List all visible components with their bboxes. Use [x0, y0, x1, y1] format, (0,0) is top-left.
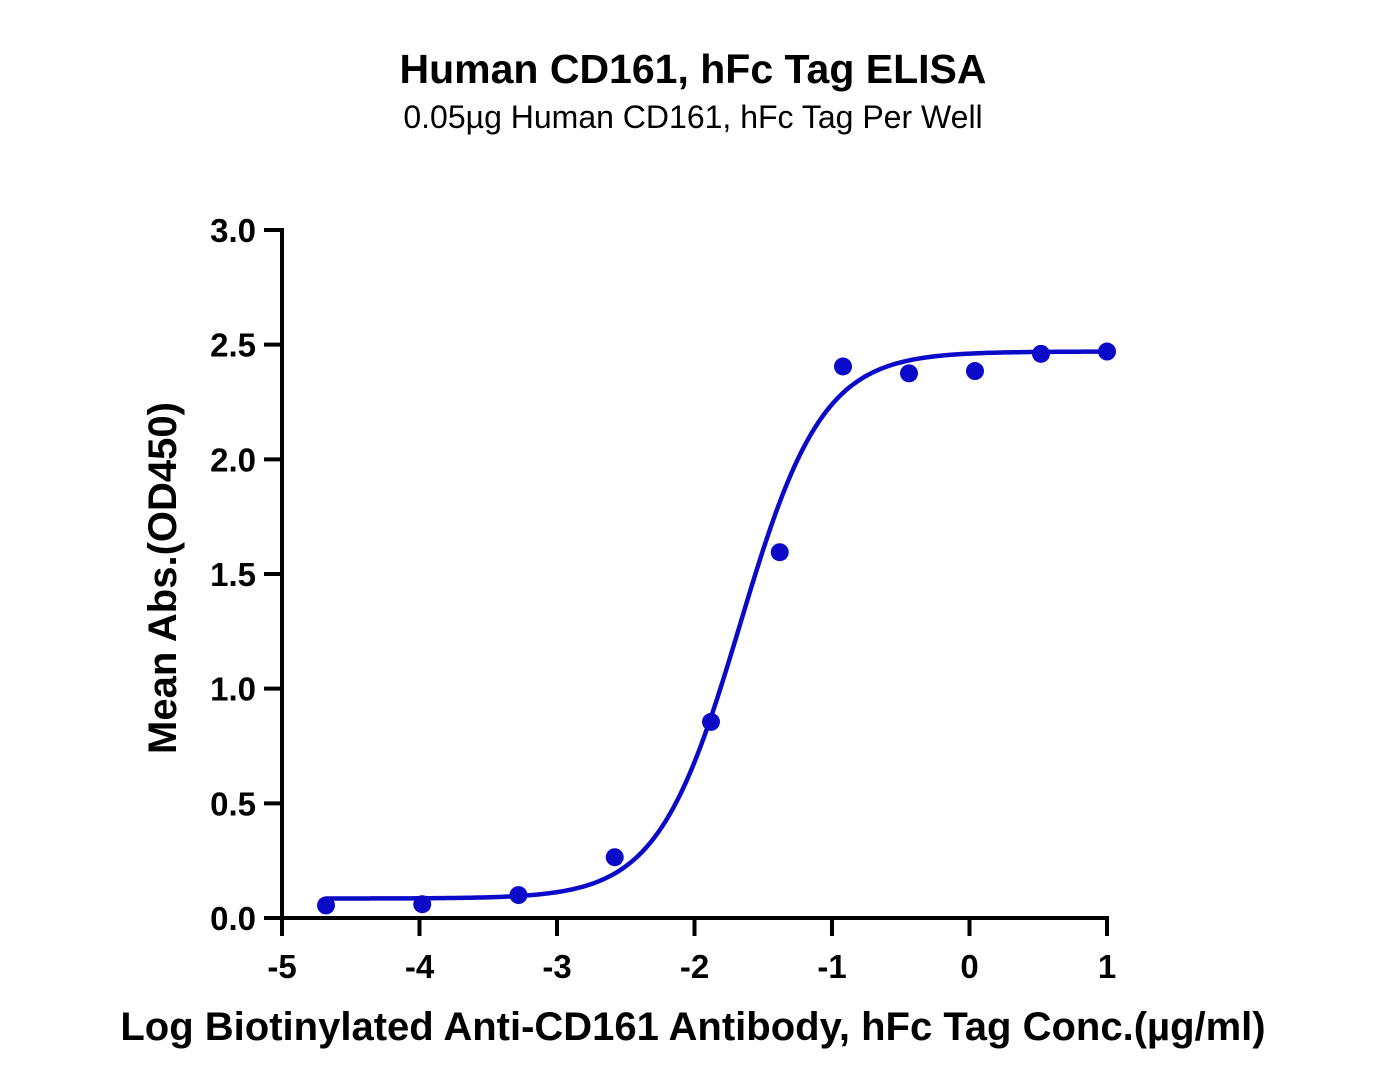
chart-subtitle: 0.05µg Human CD161, hFc Tag Per Well: [403, 99, 982, 135]
y-axis-label: Mean Abs.(OD450): [141, 402, 185, 754]
x-tick-label: -5: [267, 948, 296, 985]
data-point: [1098, 342, 1116, 361]
y-tick-label: 2.5: [210, 327, 256, 364]
data-point: [605, 848, 624, 867]
x-tick-label: -2: [680, 948, 709, 985]
y-tick-label: 0.5: [210, 785, 256, 822]
x-tick-label: -4: [405, 948, 435, 985]
y-tick-label: 0.0: [210, 900, 256, 937]
y-tick-label: 3.0: [210, 212, 256, 249]
data-point: [1032, 344, 1050, 363]
y-tick-label: 1.0: [210, 671, 256, 708]
chart-title: Human CD161, hFc Tag ELISA: [399, 46, 986, 92]
data-point: [834, 357, 852, 376]
x-tick-label: -1: [817, 948, 846, 985]
x-axis-label: Log Biotinylated Anti-CD161 Antibody, hF…: [120, 1005, 1265, 1049]
data-point: [413, 895, 432, 914]
data-point: [317, 896, 335, 915]
plot-area: 0.0 0.5 1.0 1.5 2.0 2.5 3.0 -5 -4 -3 -2 -1 0 1: [210, 212, 1116, 985]
data-point: [770, 543, 789, 562]
data-point: [966, 362, 984, 381]
data-point: [509, 886, 528, 905]
data-point: [702, 712, 720, 731]
x-tick-label: 0: [960, 948, 978, 985]
y-tick-label: 1.5: [210, 556, 256, 593]
x-tick-label: -3: [542, 948, 571, 985]
x-tick-label: 1: [1098, 948, 1116, 985]
fit-curve-line: [326, 349, 1108, 901]
data-point: [900, 364, 918, 383]
y-tick-label: 2.0: [210, 441, 256, 478]
